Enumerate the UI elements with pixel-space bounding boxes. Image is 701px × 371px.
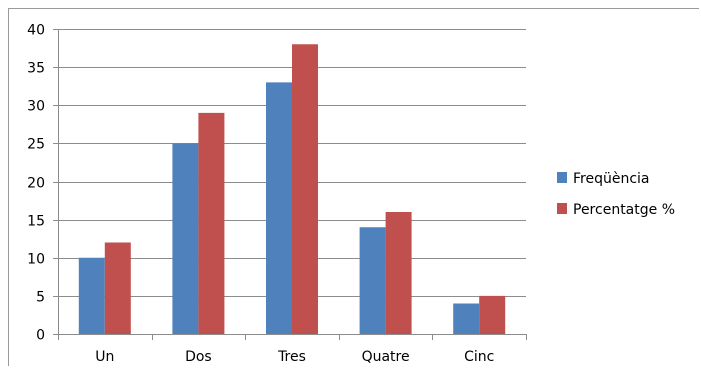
axes: [53, 29, 527, 340]
x-tick-label: Tres: [277, 349, 306, 365]
y-tick-label: 15: [27, 214, 45, 230]
y-tick-label: 10: [27, 252, 45, 268]
legend: Freqüència Percentatge %: [557, 171, 675, 218]
x-tick-label: Dos: [185, 349, 212, 365]
legend-swatch: [557, 172, 567, 183]
x-tick-label: Un: [95, 349, 114, 365]
bar-frequencia: [172, 143, 199, 334]
y-tick-label: 20: [27, 176, 45, 192]
y-tick-label: 5: [36, 290, 45, 306]
bar-percentatge: [479, 295, 506, 334]
legend-label: Freqüència: [573, 171, 650, 187]
bar-frequencia: [266, 82, 292, 334]
y-axis-tick-labels: 0 5 10 15 20 25 30 35 40: [27, 23, 45, 344]
legend-swatch: [557, 203, 567, 214]
bar-percentatge: [104, 242, 131, 334]
bar-frequencia: [453, 303, 480, 334]
x-tick-label: Quatre: [362, 349, 410, 365]
y-tick-label: 35: [27, 61, 45, 77]
bar-frequencia: [78, 257, 105, 334]
chart-frame: [8, 8, 699, 366]
bars: [78, 44, 506, 334]
bar-percentatge: [385, 212, 412, 334]
legend-label: Percentatge %: [573, 202, 675, 218]
y-tick-label: 30: [27, 99, 45, 115]
y-tick-label: 40: [27, 23, 45, 39]
bar-percentatge: [198, 112, 225, 334]
x-axis-tick-labels: Un Dos Tres Quatre Cinc: [95, 349, 494, 365]
y-tick-label: 25: [27, 137, 45, 153]
x-tick-label: Cinc: [464, 349, 494, 365]
bar-frequencia: [359, 227, 386, 334]
bar-percentatge: [292, 44, 318, 334]
y-tick-label: 0: [36, 328, 45, 344]
